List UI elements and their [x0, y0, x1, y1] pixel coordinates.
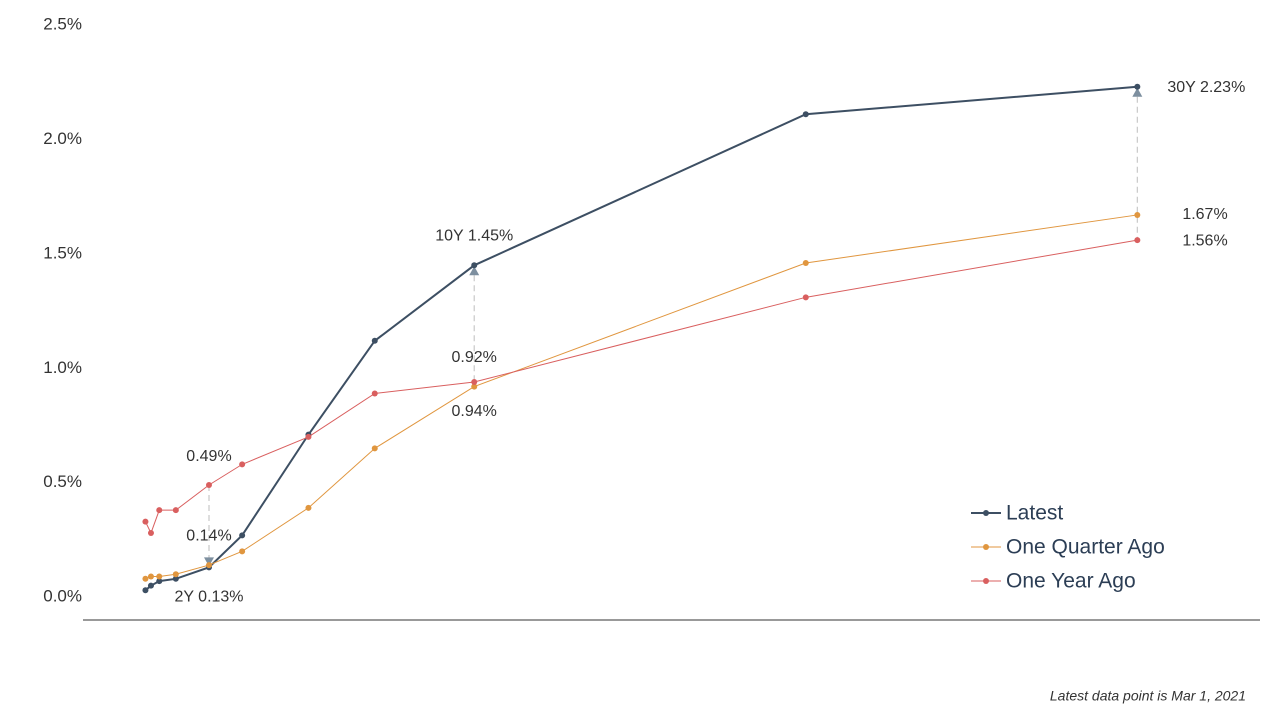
data-point	[239, 461, 246, 468]
data-point	[371, 445, 378, 452]
data-point	[239, 532, 246, 539]
legend-label: One Year Ago	[1006, 570, 1136, 593]
data-label: 0.49%	[186, 448, 231, 465]
data-point	[471, 383, 478, 390]
series-line	[144, 85, 1138, 592]
change-marker	[1132, 87, 1143, 97]
change-marker	[469, 266, 480, 276]
y-tick-label: 1.5%	[43, 243, 82, 262]
data-point	[156, 578, 163, 585]
data-label: 0.92%	[452, 349, 497, 366]
data-point	[802, 260, 809, 266]
data-point	[371, 337, 378, 344]
legend-label: One Quarter Ago	[1006, 536, 1165, 559]
data-point	[147, 530, 154, 537]
data-label: 0.94%	[452, 403, 497, 420]
data-label: 10Y 1.45%	[435, 228, 513, 245]
data-point	[156, 507, 163, 514]
y-tick-label: 1.0%	[43, 358, 82, 377]
data-point	[156, 573, 163, 580]
data-point	[142, 518, 149, 525]
data-label: 1.67%	[1182, 206, 1227, 223]
data-point	[239, 548, 246, 555]
legend-marker	[983, 510, 989, 516]
data-label: 2Y 0.13%	[174, 589, 243, 606]
data-point	[802, 294, 809, 301]
series-line	[144, 239, 1138, 535]
data-point	[205, 562, 212, 569]
data-point	[142, 575, 149, 582]
legend-label: Latest	[1006, 502, 1063, 525]
data-point	[147, 582, 154, 589]
change-marker	[203, 557, 214, 567]
data-point	[172, 571, 179, 578]
data-point	[205, 481, 212, 488]
data-point	[1134, 237, 1141, 244]
data-point	[1134, 211, 1141, 218]
data-point	[1134, 83, 1141, 90]
y-tick-label: 0.5%	[43, 472, 82, 491]
footnote: Latest data point is Mar 1, 2021	[1050, 688, 1246, 704]
data-label: 1.56%	[1182, 232, 1227, 249]
data-point	[371, 390, 378, 397]
data-point	[142, 587, 149, 594]
data-label: 0.14%	[186, 527, 231, 544]
y-tick-label: 0.0%	[43, 587, 82, 606]
data-point	[305, 433, 312, 440]
data-point	[305, 504, 312, 511]
y-tick-label: 2.0%	[43, 129, 82, 148]
legend-marker	[983, 544, 989, 550]
data-point	[471, 262, 478, 269]
data-point	[172, 575, 179, 582]
data-label: 30Y 2.23%	[1167, 79, 1245, 96]
data-point	[802, 111, 809, 118]
y-tick-label: 2.5%	[43, 14, 82, 33]
data-point	[172, 507, 179, 514]
data-point	[471, 379, 478, 385]
legend-marker	[983, 578, 989, 584]
series-line	[145, 214, 1138, 580]
data-point	[147, 573, 154, 580]
